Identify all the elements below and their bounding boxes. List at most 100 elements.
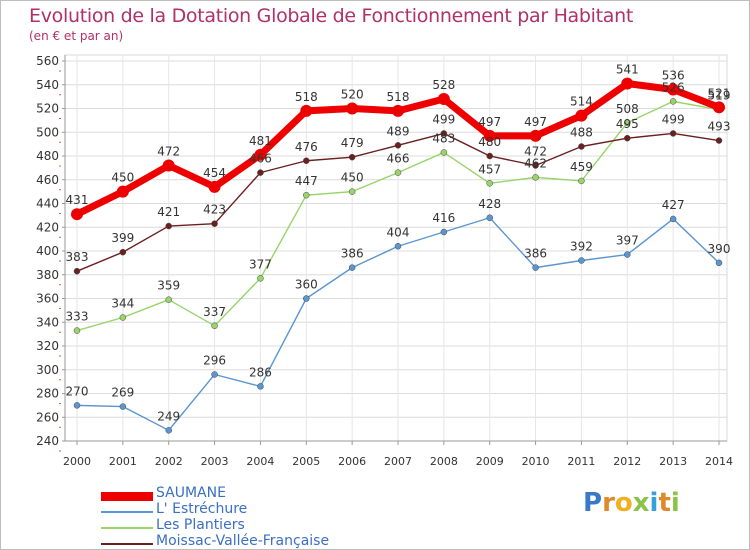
data-label: 518 <box>295 90 318 104</box>
data-label: 423 <box>203 203 226 217</box>
y-tick-label: 400 <box>36 244 59 258</box>
legend-swatch <box>101 527 153 529</box>
x-tick-label: 2003 <box>201 455 229 468</box>
data-label: 521 <box>708 86 731 100</box>
data-point <box>529 129 542 142</box>
data-point <box>346 102 359 115</box>
data-label: 480 <box>478 135 501 149</box>
data-label: 386 <box>524 247 547 261</box>
x-tick-label: 2010 <box>522 455 550 468</box>
data-label: 333 <box>66 310 89 324</box>
chart-title: Evolution de la Dotation Globale de Fonc… <box>29 5 634 27</box>
data-label: 497 <box>524 115 547 129</box>
data-point <box>532 162 539 169</box>
data-point <box>71 208 83 221</box>
legend-label: Moissac-Vallée-Française <box>156 533 330 549</box>
data-label: 520 <box>341 88 364 102</box>
x-tick-label: 2002 <box>155 455 183 468</box>
data-label: 416 <box>432 211 455 225</box>
data-point <box>486 152 493 160</box>
data-label: 495 <box>616 117 639 131</box>
x-tick-label: 2004 <box>246 455 274 468</box>
data-point <box>713 101 725 114</box>
data-label: 528 <box>432 78 455 92</box>
data-point <box>254 148 267 161</box>
data-point <box>165 296 172 303</box>
data-label: 514 <box>570 95 593 109</box>
legend-label: L' Estréchure <box>156 501 248 517</box>
data-label: 476 <box>295 140 318 154</box>
data-point <box>303 157 310 164</box>
data-label: 337 <box>203 305 226 319</box>
data-label: 497 <box>478 115 501 129</box>
data-point <box>208 180 221 193</box>
data-point <box>165 427 172 434</box>
data-label: 519 <box>708 89 731 103</box>
logo-letter: r <box>602 488 615 518</box>
data-label: 457 <box>478 162 501 176</box>
data-point <box>578 177 585 185</box>
data-label: 481 <box>249 134 272 148</box>
series-saumane <box>71 77 725 221</box>
data-point <box>73 402 81 409</box>
y-tick-label: 460 <box>36 173 59 187</box>
y-tick-label: 480 <box>36 149 59 163</box>
y-tick-label: 520 <box>36 102 59 116</box>
x-tick-label: 2001 <box>109 455 137 468</box>
y-tick-label: 360 <box>36 292 59 306</box>
axes: 240 260 280 300 320 340 360 380 400 420 440 460 480 5… <box>36 54 733 468</box>
data-point <box>624 251 631 258</box>
data-label: 454 <box>203 166 226 180</box>
logo-letter: i <box>670 488 680 518</box>
data-point <box>211 322 218 330</box>
data-label: 427 <box>662 198 685 212</box>
y-tick-label: 280 <box>36 387 59 401</box>
data-point <box>669 215 677 223</box>
data-label: 386 <box>341 247 364 261</box>
data-point <box>119 314 127 321</box>
data-label: 269 <box>111 386 134 400</box>
data-label: 390 <box>708 242 731 256</box>
data-label: 466 <box>249 152 272 166</box>
data-point <box>669 130 677 137</box>
x-tick-label: 2009 <box>476 455 504 468</box>
y-tick-label: 560 <box>36 54 59 68</box>
data-label: 377 <box>249 257 272 271</box>
data-point <box>440 130 448 137</box>
data-label: 397 <box>616 234 639 248</box>
data-label: 421 <box>157 205 180 219</box>
data-label: 459 <box>570 160 593 174</box>
data-point <box>669 98 677 105</box>
data-point <box>348 153 356 161</box>
y-tick-label: 340 <box>36 315 59 329</box>
data-point <box>578 143 585 150</box>
data-point <box>303 295 310 302</box>
data-point <box>483 129 496 142</box>
y-tick-label: 380 <box>36 268 59 282</box>
data-label: 399 <box>111 231 134 245</box>
data-label: 383 <box>66 250 89 264</box>
legend-swatch <box>101 491 153 501</box>
data-point <box>73 327 81 334</box>
data-point <box>165 222 172 230</box>
proxiti-logo: Proxiti <box>583 488 680 518</box>
series-layer <box>71 77 725 434</box>
data-point <box>532 174 539 181</box>
legend-swatch <box>101 511 153 513</box>
x-tick-label: 2007 <box>384 455 412 468</box>
legend-swatch <box>101 543 153 545</box>
logo-letter: i <box>649 488 659 518</box>
data-point <box>257 275 264 282</box>
x-tick-label: 2011 <box>567 455 595 468</box>
x-tick-label: 2006 <box>338 455 366 468</box>
data-point <box>348 264 356 271</box>
data-label: 541 <box>616 63 639 77</box>
data-label: 392 <box>570 240 593 254</box>
data-label: 483 <box>432 131 455 145</box>
data-point <box>575 109 588 122</box>
legend-label: SAUMANE <box>156 485 226 501</box>
data-label: 479 <box>341 136 364 150</box>
data-point <box>257 383 264 390</box>
data-point <box>715 137 723 144</box>
